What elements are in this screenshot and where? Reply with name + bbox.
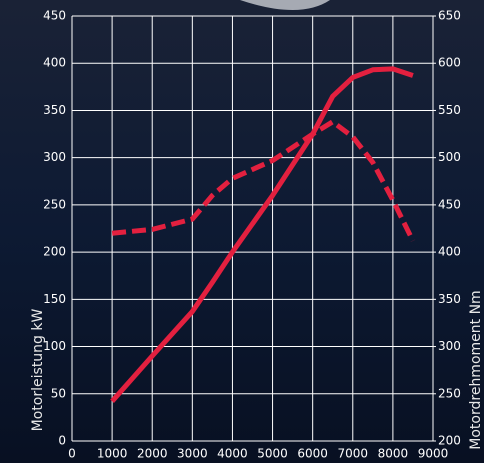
plot (110, 66, 416, 403)
y2-tick-label: 550 (438, 103, 461, 117)
x-tick-label: 0 (68, 447, 76, 461)
x-tick-label: 4000 (217, 447, 248, 461)
data-line (111, 119, 416, 242)
y-tick-label: 50 (51, 386, 66, 400)
y2-tick-label: 300 (438, 339, 461, 353)
x-tick-label: 3000 (177, 447, 208, 461)
x-tick-label: 1000 (97, 447, 128, 461)
y-tick-label: 300 (43, 150, 66, 164)
y-axis-title: Motorleistung kW (30, 309, 46, 432)
y2-tick-label: 450 (438, 197, 461, 211)
y2-tick-label: 400 (438, 245, 461, 259)
y2-tick-label: 200 (438, 434, 461, 448)
y-tick-label: 400 (43, 56, 66, 70)
y2-tick-label: 250 (438, 386, 461, 400)
y2-tick-label: 600 (438, 56, 461, 70)
y-tick-label: 200 (43, 245, 66, 259)
y2-tick-label: 350 (438, 292, 461, 306)
data-line (110, 66, 414, 403)
y-tick-label: 250 (43, 197, 66, 211)
y-tick-label: 100 (43, 339, 66, 353)
y-tick-label: 150 (43, 292, 66, 306)
grid: 0 50 100 150 200 250 300 350 400 450 200 250 300 350 4… (43, 9, 461, 461)
x-tick-label: 7000 (338, 447, 369, 461)
x-tick-label: 2000 (137, 447, 168, 461)
background-decor (240, 0, 330, 10)
x-tick-label: 6000 (297, 447, 328, 461)
x-tick-label: 8000 (378, 447, 409, 461)
y2-axis-title: Motordrehmoment Nm (468, 290, 484, 449)
y-tick-label: 450 (43, 9, 66, 23)
x-tick-label: 5000 (257, 447, 288, 461)
y-tick-label: 0 (58, 434, 66, 448)
y2-tick-label: 500 (438, 150, 461, 164)
x-tick-label: 9000 (418, 447, 449, 461)
y2-tick-label: 650 (438, 9, 461, 23)
y-tick-label: 350 (43, 103, 66, 117)
